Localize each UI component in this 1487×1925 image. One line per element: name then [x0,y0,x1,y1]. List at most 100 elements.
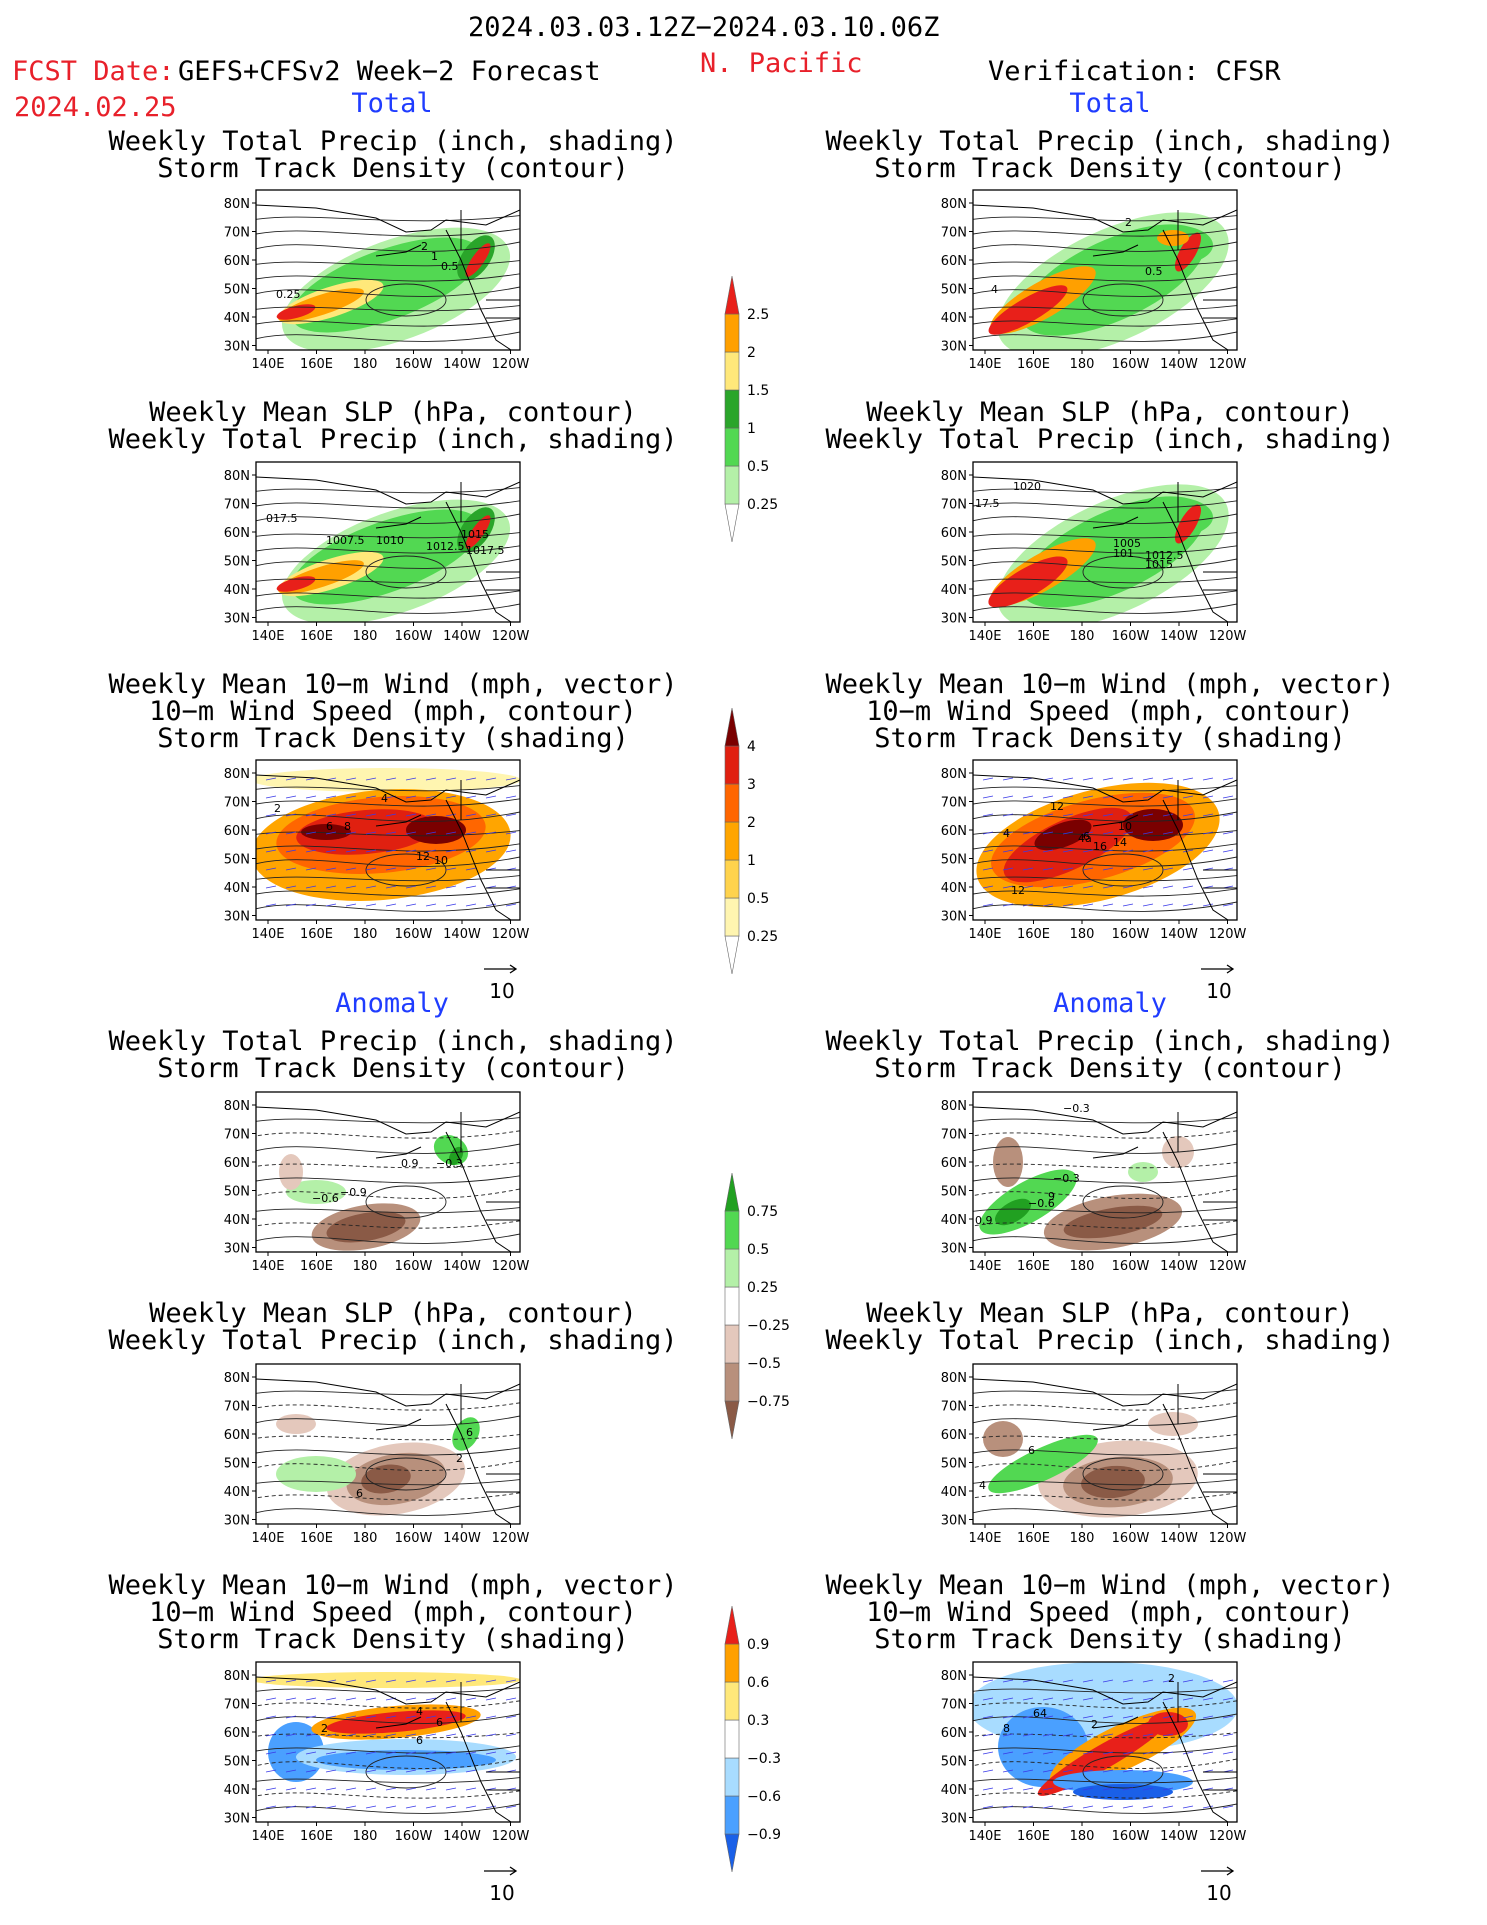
wind-vector [1082,1715,1094,1719]
wind-vector [1162,849,1174,853]
contour-label: 4 [1003,827,1010,840]
colorbar-label: 3 [747,777,756,793]
contour-line [256,1220,520,1229]
wind-vector [405,1769,417,1773]
wind-vector [1002,831,1014,835]
anomaly-label-right: Anomaly [1053,988,1167,1019]
lon-tick-label: 140E [968,1259,1001,1274]
contour-line [256,875,520,882]
coastline [375,244,422,257]
contour-line [256,1434,520,1441]
contour-line [256,331,520,342]
wind-vector [1062,1679,1074,1683]
contour-label: −0.6 [1028,1197,1055,1210]
contour-line [973,856,1237,867]
contour-label: 6 [466,1426,473,1439]
wind-vector [325,1733,337,1737]
colorbar-segment [724,783,740,823]
coastline [1162,1131,1229,1252]
colorbar-label: −0.9 [747,1827,781,1843]
contour-line [256,260,520,267]
map-frame [255,1661,521,1823]
lon-tick-label: 160W [395,357,433,372]
wind-vector [405,1679,417,1683]
lat-tick-label: 60N [224,526,250,541]
wind-vector [405,1787,417,1791]
lon-tick-label: 140E [968,927,1001,942]
wind-vector [385,1751,397,1755]
wind-vector [485,1751,497,1755]
colorbar-segment [724,1681,740,1721]
wind-vector [1142,1751,1154,1755]
lat-tick-label: 80N [941,1669,967,1684]
wind-vector [265,1751,277,1755]
map-frame [972,189,1238,351]
vector-ref-R3: 10 [1199,960,1239,1003]
wind-vector [445,831,457,835]
lat-tick-label: 50N [941,1457,967,1472]
shading-region [988,1434,1098,1494]
shading-region [1073,1784,1173,1800]
colorbar-label: 0.5 [747,459,769,475]
wind-vector [1022,867,1034,871]
wind-vector [285,1679,297,1683]
wind-vector [425,1805,437,1809]
contour-line [1082,283,1164,317]
date-range-title: 2024.03.03.12Z−2024.03.10.06Z [468,12,940,43]
wind-vector [425,777,437,781]
wind-vector [1122,849,1134,853]
wind-vector [982,903,994,907]
wind-vector [405,867,417,871]
wind-vector [1082,1787,1094,1791]
wind-vector [1042,1715,1054,1719]
contour-line [973,1207,1237,1214]
wind-vector [1062,831,1074,835]
contour-line [973,1745,1237,1754]
coastline [256,774,520,803]
lon-tick-label: 140W [1160,1531,1198,1546]
contour-line [256,1777,520,1784]
wind-vector [1162,867,1174,871]
colorbar-label: 1.5 [747,383,769,399]
contour-label: 1012.5 [426,540,465,553]
coastline [1162,501,1229,622]
vector-ref-L6: 10 [482,1862,522,1905]
coastline [375,1146,422,1159]
contour-line [973,1687,1237,1694]
coastline [1092,1146,1139,1159]
lon-tick-label: 120W [492,629,530,644]
wind-vector [1182,1715,1194,1719]
title-R1: Weekly Total Precip (inch, shading) Storm… [825,126,1395,184]
shading-region [1133,497,1213,537]
wind-vector [1162,777,1174,781]
wind-vector [1182,885,1194,889]
lon-tick-label: 160W [395,927,433,942]
colorbar-segment [724,1210,740,1250]
contour-line [973,1233,1237,1244]
lat-tick-label: 30N [941,340,967,355]
lon-tick-label: 160W [1112,1829,1150,1844]
wind-vector [265,1769,277,1773]
wind-vector [1182,1733,1194,1737]
wind-vector [1122,1697,1134,1701]
contour-line [973,830,1237,837]
lon-tick-label: 140W [443,1829,481,1844]
contour-line [973,1790,1237,1799]
wind-vector [325,1751,337,1755]
contour-label: 1010 [376,534,404,547]
contour-line [973,1143,1237,1154]
wind-vector [465,1697,477,1701]
wind-vector [345,777,357,781]
title-L4: Weekly Total Precip (inch, shading) Storm… [108,1026,678,1084]
wind-vector [425,813,437,817]
lon-tick-label: 180 [1070,1259,1095,1274]
fcst-label: FCST Date: [12,56,175,87]
colorbar-label: 1 [747,421,756,437]
coastline [445,1403,512,1524]
contour-line [256,603,520,614]
wind-vector [1102,1679,1114,1683]
wind-vector [982,777,994,781]
